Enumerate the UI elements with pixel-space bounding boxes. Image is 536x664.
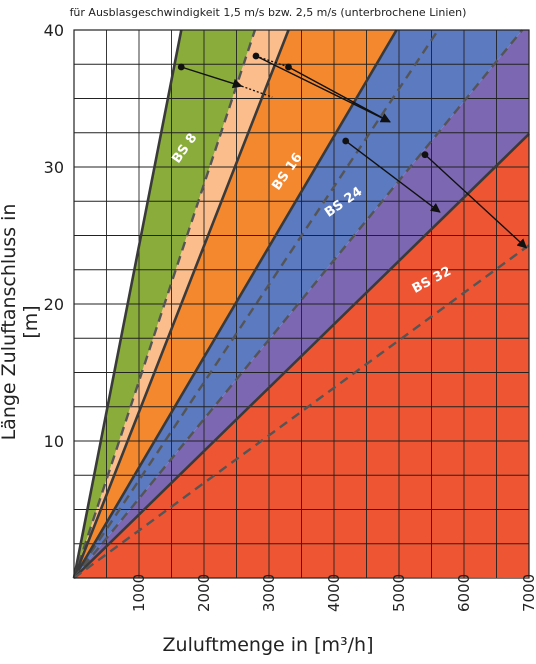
- annotation-arrow: [288, 66, 391, 123]
- x-tick-label: 3000: [260, 574, 278, 612]
- y-tick-label: 10: [44, 432, 64, 451]
- annotation-arrow: [181, 66, 243, 89]
- plot-frame: [73, 29, 530, 579]
- series-line-solid: [72, 29, 183, 579]
- series-line-dashed: [73, 244, 530, 579]
- annotation-arrow: [345, 140, 441, 213]
- annotation-arrow: [255, 55, 391, 123]
- series-line-dashed: [73, 29, 440, 579]
- series-line-solid: [72, 29, 290, 579]
- annotation-dotted-line: [241, 85, 273, 98]
- annotation-dot: [421, 151, 429, 159]
- chart-title: für Ausblasgeschwindigkeit 1,5 m/s bzw. …: [69, 6, 467, 19]
- x-axis-label: Zuluftmenge in [m³/h]: [162, 634, 374, 656]
- annotation-dot: [342, 137, 350, 145]
- y-tick-label: 40: [44, 21, 64, 40]
- y-tick-label: 30: [44, 158, 64, 177]
- x-tick-label: 7000: [520, 574, 536, 612]
- x-tick-label: 4000: [325, 574, 343, 612]
- annotation-dotted-line: [255, 55, 289, 68]
- series-line-solid: [73, 133, 530, 579]
- annotation-dot: [285, 63, 292, 71]
- y-tick-label: 20: [44, 295, 64, 314]
- x-tick-label: 6000: [455, 574, 473, 612]
- series-line-dashed: [72, 29, 257, 579]
- annotation-dot: [177, 63, 185, 71]
- x-tick-label: 5000: [390, 574, 408, 612]
- x-tick-label: 2000: [195, 574, 213, 612]
- series-line-solid: [72, 29, 398, 579]
- series-line-dashed: [73, 29, 524, 579]
- x-tick-label: 1000: [130, 574, 148, 612]
- annotation-arrow: [424, 154, 528, 249]
- y-axis-label: Länge Zuluftanschluss in [m]: [0, 203, 42, 441]
